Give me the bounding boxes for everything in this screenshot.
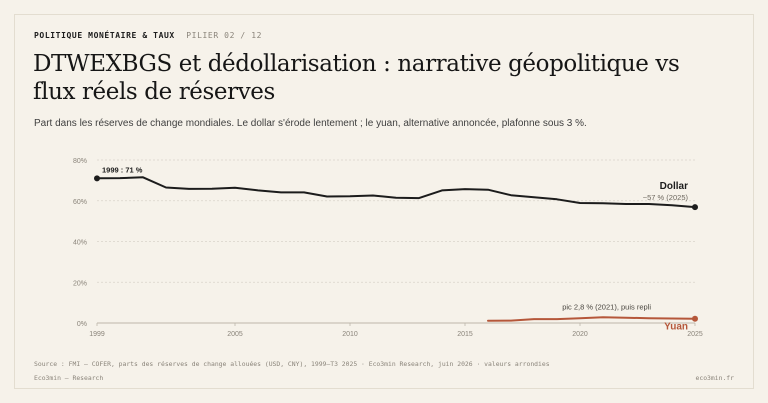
chart-subtitle: Part dans les réserves de change mondial… [34, 118, 587, 129]
dollar-data-point [94, 175, 100, 182]
section-kicker: POLITIQUE MONÉTAIRE & TAUX PILIER 02 / 1… [34, 31, 262, 40]
x-tick-label: 2025 [687, 331, 703, 338]
y-tick-label: 20% [73, 280, 87, 287]
y-tick-label: 60% [73, 199, 87, 206]
x-tick-label: 2005 [227, 331, 243, 338]
yuan-series-line [487, 316, 696, 322]
source-note: Source : FMI — COFER, parts des réserves… [34, 360, 550, 368]
brand-name: Eco3min — Research [34, 374, 104, 382]
card-frame [14, 14, 754, 389]
dollar-series-line [96, 176, 696, 209]
label-layer: 0% 20% 40% 60% 80% 1999 2005 2010 2015 2020 2025 19… [73, 158, 703, 338]
x-tick-label: 2020 [572, 331, 588, 338]
x-tick-label: 2010 [342, 331, 358, 338]
x-tick-label: 2015 [457, 331, 473, 338]
dollar-start-annotation: 1999 : 71 % [102, 165, 143, 174]
dollar-series-label: Dollar [660, 181, 688, 192]
chart-title: DTWEXBGS et dédollarisation : narrative … [33, 51, 680, 105]
y-tick-label: 40% [73, 240, 87, 247]
series-layer [94, 175, 698, 322]
y-tick-label: 0% [77, 321, 87, 328]
yuan-peak-annotation: pic 2,8 % (2021), puis repli [562, 302, 651, 311]
dollar-data-point [692, 204, 698, 211]
y-tick-label: 80% [73, 158, 87, 165]
grid-layer [96, 159, 696, 326]
brand-url: eco3min.fr [695, 374, 734, 382]
yuan-series-label: Yuan [664, 322, 688, 333]
dollar-end-annotation: ~57 % (2025) [643, 193, 689, 202]
yuan-data-point [692, 315, 698, 322]
kicker-pillar: PILIER 02 / 12 [186, 31, 263, 40]
x-tick-label: 1999 [89, 331, 105, 338]
kicker-category: POLITIQUE MONÉTAIRE & TAUX [34, 31, 175, 40]
